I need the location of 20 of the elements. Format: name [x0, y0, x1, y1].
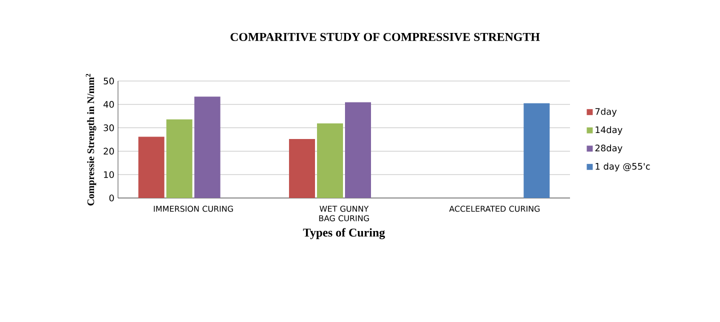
y-tick-label: 50 — [104, 78, 114, 84]
legend-label: 7day — [595, 108, 617, 117]
y-tick-label: 10 — [104, 171, 114, 178]
y-tick-label: 0 — [109, 194, 114, 202]
bar — [289, 139, 316, 198]
y-axis-title: Compressie Strength in N/mm$^{2}$ — [86, 74, 96, 206]
y-tick-label: 20 — [104, 148, 114, 155]
legend-label: 14day — [596, 126, 622, 135]
y-tick-label: 40 — [104, 101, 114, 108]
bar — [138, 136, 164, 198]
bar — [317, 123, 344, 198]
legend-label: 28day — [595, 144, 622, 154]
bar — [345, 102, 371, 198]
chart-title: COMPARITIVE STUDY OF COMPRESSIVE STRENGTH — [230, 32, 540, 42]
bar — [194, 96, 220, 198]
x-axis-title: Types of Curing — [303, 228, 385, 240]
bar — [166, 119, 192, 198]
y-tick-label: 30 — [104, 124, 114, 132]
bar — [524, 103, 550, 198]
legend-label: 1 day @55'c — [596, 162, 650, 172]
